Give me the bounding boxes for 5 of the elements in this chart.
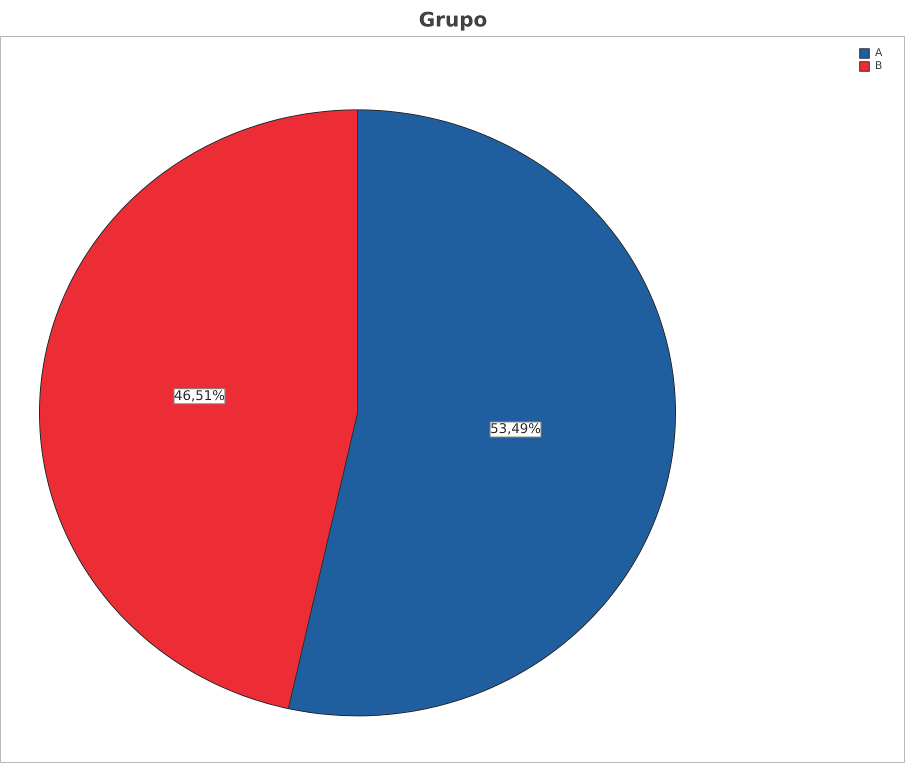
data-label: 53,49% — [490, 422, 541, 437]
data-label: 46,51% — [174, 388, 225, 404]
chart-title: Grupo — [418, 8, 488, 32]
legend-label: A — [875, 46, 884, 59]
legend-label: B — [875, 59, 884, 72]
